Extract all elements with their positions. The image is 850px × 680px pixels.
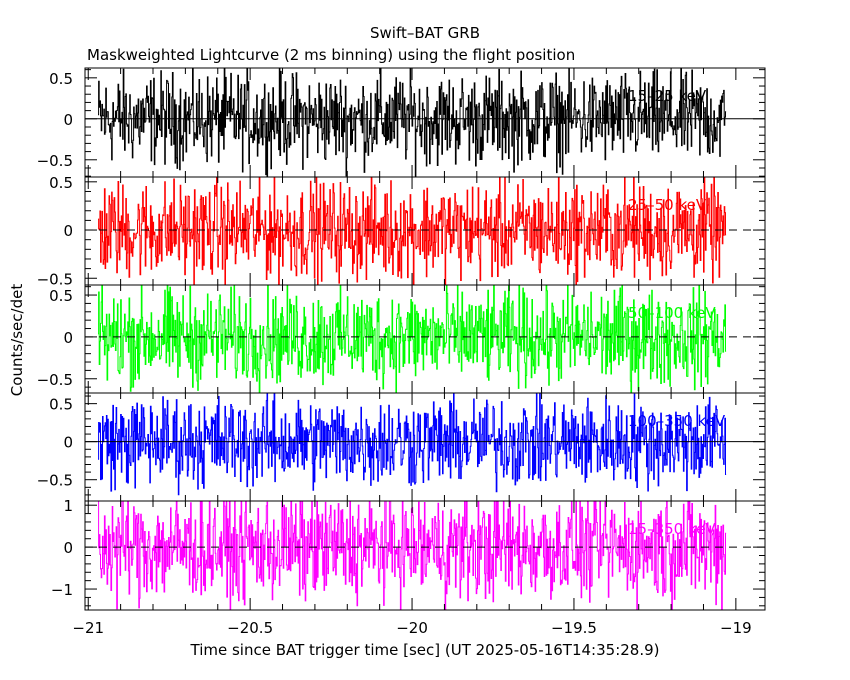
y-tick-label: 1 bbox=[63, 497, 73, 515]
y-tick-label: 0.5 bbox=[49, 70, 73, 88]
energy-band-label: 25–50 keV bbox=[628, 196, 707, 214]
energy-band-label: 50–100 keV bbox=[628, 304, 716, 322]
series-line bbox=[98, 392, 727, 496]
y-tick-label: −1 bbox=[51, 581, 73, 599]
y-tick-label: 0 bbox=[63, 222, 73, 240]
x-tick-label: −19 bbox=[720, 619, 752, 637]
energy-band-label: 100–350 keV bbox=[628, 412, 726, 430]
energy-band-label: 15–25 keV bbox=[628, 87, 707, 105]
y-tick-label: −0.5 bbox=[37, 472, 73, 490]
x-tick-label: −21 bbox=[72, 619, 104, 637]
x-tick-label: −20 bbox=[396, 619, 428, 637]
y-tick-label: −0.5 bbox=[37, 270, 73, 288]
y-tick-label: 0 bbox=[63, 329, 73, 347]
energy-band-label: 15–350 keV bbox=[628, 520, 716, 538]
y-tick-label: 0.5 bbox=[49, 396, 73, 414]
series-line bbox=[98, 500, 727, 611]
y-tick-label: 0 bbox=[63, 434, 73, 452]
x-tick-labels: −21 −20.5 −20 −19.5 −19 bbox=[72, 619, 751, 637]
series-line bbox=[98, 176, 727, 286]
chart-title: Swift–BAT GRB bbox=[370, 24, 480, 42]
y-tick-label: −0.5 bbox=[37, 152, 73, 170]
x-tick-label: −19.5 bbox=[551, 619, 597, 637]
y-tick-label: 0.5 bbox=[49, 174, 73, 192]
series-line bbox=[98, 284, 727, 394]
x-axis-label: Time since BAT trigger time [sec] (UT 20… bbox=[190, 641, 660, 659]
x-tick-label: −20.5 bbox=[227, 619, 273, 637]
y-tick-label: 0 bbox=[63, 539, 73, 557]
y-axis-label: Counts/sec/det bbox=[8, 284, 26, 397]
panel-2: 0.5 0 −0.5 25–50 keV bbox=[37, 174, 766, 288]
series-line bbox=[98, 67, 727, 178]
chart-subtitle: Maskweighted Lightcurve (2 ms binning) u… bbox=[87, 46, 575, 64]
y-tick-label: 0.5 bbox=[49, 287, 73, 305]
panel-5: 1 0 −1 15–350 keV bbox=[51, 497, 766, 611]
panels: 0.5 0 −0.5 15–25 keV 0.5 0 −0.5 25–50 keV 0.5 0 −0… bbox=[37, 67, 766, 611]
y-tick-label: −0.5 bbox=[37, 371, 73, 389]
y-tick-label: 0 bbox=[63, 111, 73, 129]
